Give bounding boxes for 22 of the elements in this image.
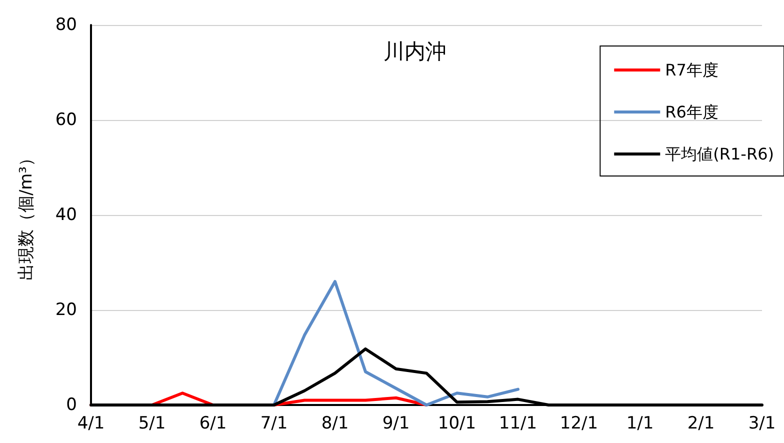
legend-label: 平均値(R1-R6) <box>665 144 774 164</box>
x-tick-label: 5/1 <box>138 414 166 434</box>
y-tick-label: 60 <box>55 110 77 130</box>
x-tick-label: 9/1 <box>382 414 410 434</box>
x-tick-label: 2/1 <box>687 414 715 434</box>
x-tick-label: 8/1 <box>321 414 349 434</box>
x-tick-label: 4/1 <box>77 414 105 434</box>
x-tick-label: 11/1 <box>498 414 538 434</box>
x-tick-label: 10/1 <box>438 414 476 434</box>
x-tick-label: 3/1 <box>748 414 776 434</box>
x-tick-label: 1/1 <box>626 414 654 434</box>
y-tick-label: 80 <box>55 15 77 35</box>
legend-label: R7年度 <box>665 60 718 80</box>
y-tick-label: 20 <box>55 300 77 320</box>
text: 川内沖 <box>384 40 446 64</box>
x-tick-label: 12/1 <box>560 414 598 434</box>
x-tick-label: 7/1 <box>260 414 288 434</box>
y-tick-label: 0 <box>66 395 77 415</box>
y-tick-label: 40 <box>55 205 77 225</box>
legend-label: R6年度 <box>665 102 718 122</box>
y-axis-title: 出現数（個/m³） <box>16 149 36 281</box>
x-tick-label: 6/1 <box>199 414 227 434</box>
